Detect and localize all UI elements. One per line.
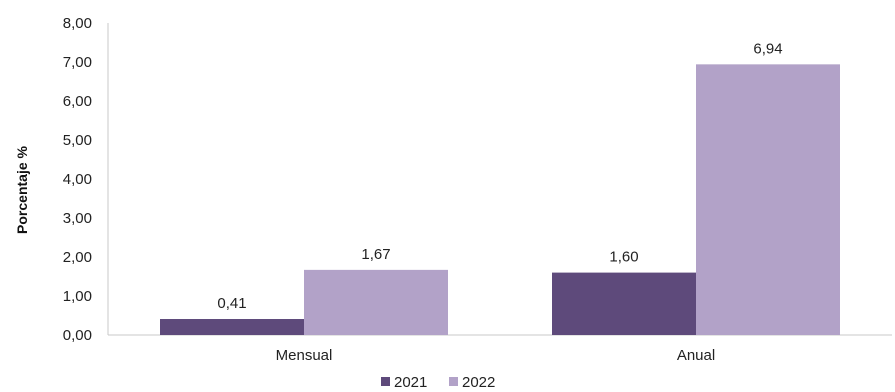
bars-group — [160, 64, 840, 335]
data-label: 1,60 — [609, 249, 638, 266]
y-axis-title-group: Porcentaje % — [14, 145, 30, 233]
y-tick-label: 8,00 — [63, 15, 92, 32]
y-axis-ticks: 0,00 1,00 2,00 3,00 4,00 5,00 6,00 7,00 8,00 — [63, 15, 92, 344]
y-tick-label: 0,00 — [63, 327, 92, 344]
y-tick-label: 3,00 — [63, 210, 92, 227]
x-axis-categories: Mensual Anual — [276, 347, 716, 364]
legend-label: 2021 — [394, 374, 427, 391]
data-label: 6,94 — [753, 40, 782, 57]
legend: 2021 2022 — [381, 374, 495, 391]
data-label: 1,67 — [361, 246, 390, 263]
y-axis-title: Porcentaje % — [14, 145, 30, 233]
data-labels-group: 0,41 1,67 1,60 6,94 — [217, 40, 782, 312]
y-tick-label: 1,00 — [63, 288, 92, 305]
legend-swatch-2022 — [449, 377, 458, 386]
legend-swatch-2021 — [381, 377, 390, 386]
y-tick-label: 2,00 — [63, 249, 92, 266]
x-category-label: Mensual — [276, 347, 333, 364]
y-tick-label: 7,00 — [63, 54, 92, 71]
bar-2022-anual — [696, 64, 840, 335]
y-tick-label: 4,00 — [63, 171, 92, 188]
data-label: 0,41 — [217, 295, 246, 312]
bar-2022-mensual — [304, 269, 448, 335]
x-category-label: Anual — [677, 347, 715, 364]
bar-2021-mensual — [160, 319, 304, 335]
y-tick-label: 5,00 — [63, 132, 92, 149]
bar-2021-anual — [552, 272, 696, 335]
y-tick-label: 6,00 — [63, 93, 92, 110]
legend-label: 2022 — [462, 374, 495, 391]
